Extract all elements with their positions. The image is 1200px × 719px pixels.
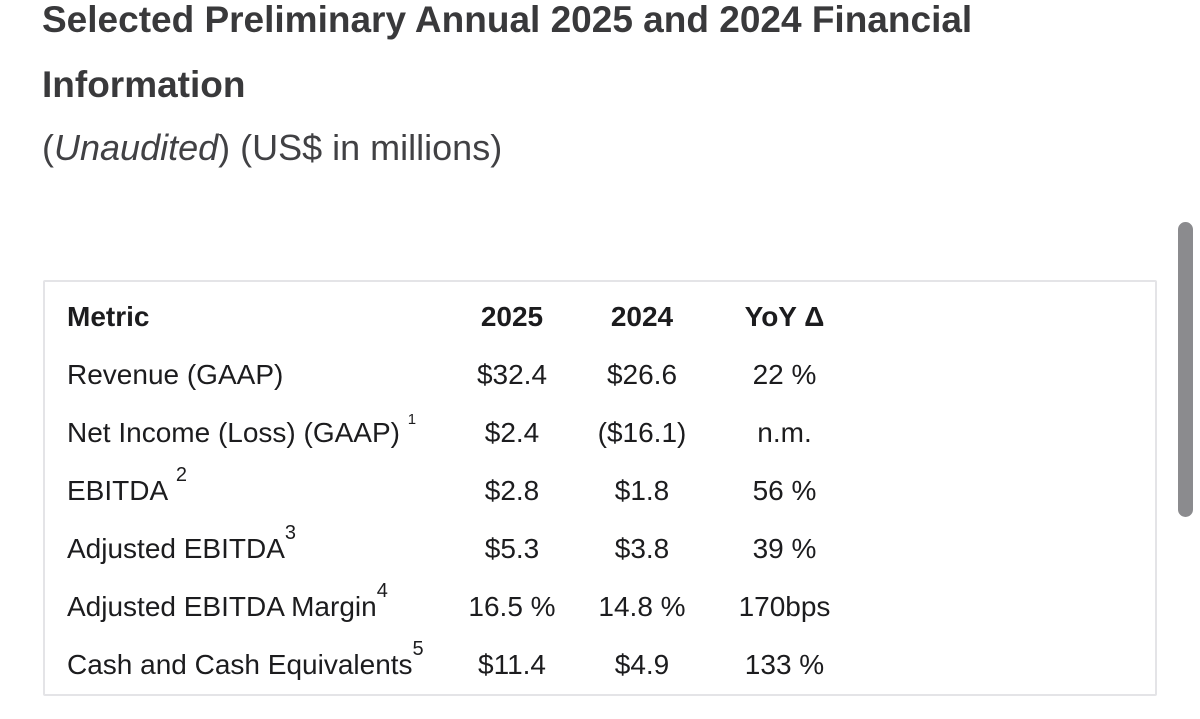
col-header-metric: Metric: [67, 301, 150, 332]
footnote-superscript: 4: [376, 579, 388, 602]
footnote-superscript: 3: [284, 521, 296, 544]
page-title: Selected Preliminary Annual 2025 and 202…: [42, 0, 973, 105]
metric-label: Cash and Cash Equivalents5: [67, 637, 424, 680]
financial-summary-table: Metric 2025 2024 YoY Δ Revenue (GAAP) $3…: [43, 280, 1157, 696]
value-yoy-delta: 170bps: [738, 591, 831, 622]
value-2024: $3.8: [614, 533, 670, 564]
value-2025: 16.5 %: [468, 591, 556, 622]
value-2024: 14.8 %: [598, 591, 686, 622]
value-2024: $4.9: [614, 649, 670, 680]
value-yoy-delta: 56 %: [752, 475, 817, 506]
table-row: Net Income (Loss) (GAAP) 1 $2.4 ($16.1) …: [67, 404, 852, 462]
metric-label: Revenue (GAAP): [67, 359, 284, 390]
col-header-yoy-delta: YoY Δ: [744, 301, 825, 332]
value-yoy-delta: 22 %: [752, 359, 817, 390]
metric-label: Adjusted EBITDA3: [67, 521, 296, 564]
value-yoy-delta: 133 %: [744, 649, 825, 680]
subtitle-unaudited: Unaudited: [54, 127, 219, 168]
table-row: EBITDA 2 $2.8 $1.8 56 %: [67, 462, 852, 520]
value-yoy-delta: 39 %: [752, 533, 817, 564]
footnote-superscript: 1: [407, 410, 417, 428]
metric-label: Net Income (Loss) (GAAP) 1: [67, 410, 417, 448]
metrics-table: Metric 2025 2024 YoY Δ Revenue (GAAP) $3…: [67, 288, 852, 694]
metric-label: EBITDA 2: [67, 463, 188, 506]
value-yoy-delta: n.m.: [757, 417, 812, 448]
table-row: Revenue (GAAP) $32.4 $26.6 22 %: [67, 346, 852, 404]
table-header-row: Metric 2025 2024 YoY Δ: [67, 288, 852, 346]
subtitle-open-paren: (: [42, 127, 54, 168]
page-subtitle: (Unaudited) (US$ in millions): [42, 127, 502, 169]
value-2025: $2.8: [484, 475, 540, 506]
table-row: Cash and Cash Equivalents5 $11.4 $4.9 13…: [67, 636, 852, 694]
footnote-superscript: 2: [175, 463, 188, 486]
value-2024: $26.6: [606, 359, 678, 390]
subtitle-rest: ) (US$ in millions): [218, 127, 503, 168]
col-header-2024: 2024: [610, 301, 674, 332]
value-2024: $1.8: [614, 475, 670, 506]
vertical-scrollbar-thumb[interactable]: [1178, 222, 1193, 517]
value-2025: $32.4: [476, 359, 548, 390]
table-row: Adjusted EBITDA Margin4 16.5 % 14.8 % 17…: [67, 578, 852, 636]
footnote-superscript: 5: [412, 637, 424, 660]
metric-label: Adjusted EBITDA Margin4: [67, 579, 388, 622]
table-row: Adjusted EBITDA3 $5.3 $3.8 39 %: [67, 520, 852, 578]
col-header-2025: 2025: [480, 301, 544, 332]
value-2025: $2.4: [484, 417, 540, 448]
value-2025: $5.3: [484, 533, 540, 564]
value-2024: ($16.1): [597, 417, 687, 448]
value-2025: $11.4: [478, 649, 546, 680]
